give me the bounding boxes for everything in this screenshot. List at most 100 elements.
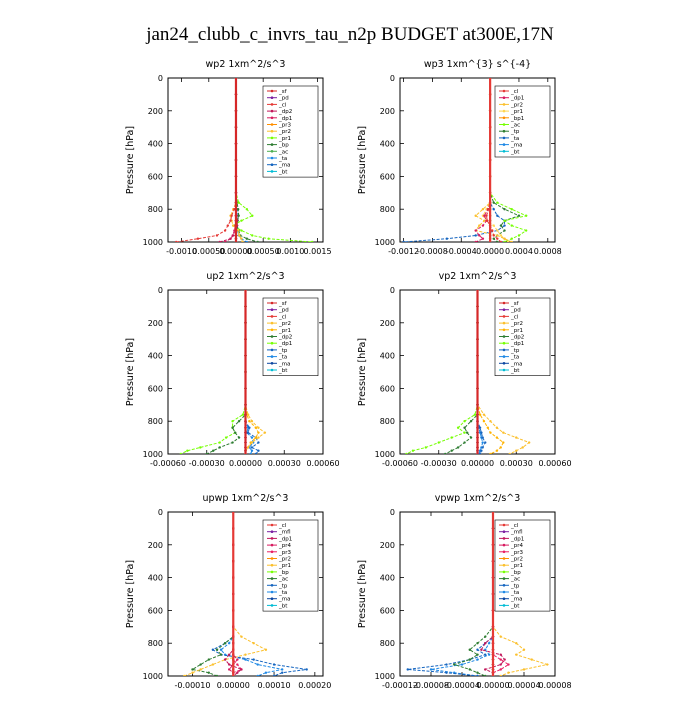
legend-label: _pd (278, 96, 289, 102)
series-point (240, 229, 243, 232)
series-point (250, 449, 254, 452)
x-tick-label: 0.00050 (247, 247, 280, 256)
y-tick-label: 0 (158, 74, 163, 83)
y-tick-label: 600 (148, 384, 163, 393)
x-tick-label: 0.0010 (276, 247, 304, 256)
series-point (476, 648, 479, 651)
series-point (445, 671, 448, 674)
legend-label: _bt (510, 368, 520, 374)
legend-label: _dp1 (510, 536, 524, 542)
x-tick-label: -0.00004 (444, 681, 480, 690)
series-point (219, 648, 223, 651)
series-line-pr3 (492, 512, 510, 676)
series-point (211, 648, 215, 651)
series-point (254, 436, 258, 439)
legend-marker (270, 348, 274, 352)
series-point (484, 674, 487, 676)
series-point (223, 240, 227, 242)
series-point (507, 663, 510, 666)
legend-marker (502, 563, 506, 567)
series-point (481, 436, 484, 439)
series-group (179, 290, 267, 454)
series-point (456, 446, 460, 449)
legend-label: _dp2 (278, 109, 292, 115)
legend-marker (502, 577, 506, 580)
y-tick-label: 1000 (143, 238, 163, 247)
legend-marker (270, 537, 274, 540)
series-point (233, 431, 237, 434)
legend-marker (502, 96, 506, 99)
plot-frame (167, 511, 324, 677)
series-point (453, 663, 456, 666)
legend-label: _ma (510, 143, 522, 149)
legend-marker (270, 328, 274, 332)
y-axis-label: Pressure [hPa] (357, 560, 368, 628)
series-point (463, 441, 466, 444)
series-point (510, 208, 513, 211)
series-point (223, 229, 227, 232)
series-point (218, 441, 221, 444)
legend-marker (502, 557, 506, 560)
series-point (483, 219, 486, 222)
series-point (207, 671, 210, 674)
legend-marker (502, 136, 506, 140)
series-point (183, 674, 186, 676)
legend-label: _bt (510, 149, 520, 155)
series-point (263, 431, 267, 434)
legend-marker (270, 315, 274, 318)
chart-panel-1: wp2 1xm^2/s^3 0 200 400 600 800 1000 Pressure [… (125, 59, 332, 256)
series-point (478, 224, 481, 227)
y-tick-label: 800 (380, 417, 395, 426)
series-point (402, 240, 405, 242)
legend-marker (270, 96, 274, 99)
y-axis-label: Pressure [hPa] (357, 338, 368, 406)
x-tick-label: 0.00060 (538, 459, 571, 468)
legend-label: _pr1 (510, 328, 523, 334)
legend-label: _ma (278, 597, 290, 603)
series-point (476, 642, 479, 645)
series-point (236, 229, 240, 232)
series-point (257, 436, 260, 439)
series-point (246, 413, 250, 416)
series-point (503, 240, 506, 242)
series-point (517, 214, 521, 217)
series-point (515, 436, 518, 439)
series-point (245, 240, 249, 242)
series-point (174, 240, 178, 242)
legend-label: _pr3 (510, 550, 524, 556)
series-point (238, 234, 241, 237)
legend-label: _ta (278, 156, 287, 162)
y-tick-label: 600 (148, 172, 163, 181)
series-point (495, 426, 499, 429)
legend-label: _dp1 (278, 536, 292, 542)
x-tick-label: -0.0012 (388, 247, 419, 256)
legend-label: _ac (510, 123, 520, 129)
series-point (492, 234, 495, 237)
figure-title: jan24_clubb_c_invrs_tau_n2p BUDGET at300… (145, 24, 554, 45)
legend-label: _pr2 (510, 557, 523, 563)
series-point (499, 224, 503, 227)
legend-label: _ac (510, 577, 520, 583)
legend-marker (270, 362, 274, 365)
legend-marker (502, 590, 506, 594)
legend-marker (502, 523, 506, 527)
series-point (272, 663, 276, 666)
y-tick-label: 200 (380, 107, 395, 116)
y-tick-label: 600 (380, 606, 395, 615)
series-point (223, 642, 227, 645)
legend-marker (502, 308, 506, 312)
series-point (456, 426, 460, 429)
series-point (476, 653, 479, 656)
legend-label: _tp (510, 583, 520, 589)
series-point (237, 436, 241, 439)
series-point (503, 224, 506, 227)
series-point (250, 446, 254, 449)
legend-label: _pr4 (278, 543, 292, 549)
legend-label: _bp (278, 143, 289, 149)
series-point (236, 658, 239, 661)
legend-marker (270, 557, 274, 560)
y-tick-label: 200 (380, 319, 395, 328)
series-point (305, 668, 308, 671)
x-tick-label: 0.0015 (304, 247, 332, 256)
series-point (478, 234, 481, 237)
